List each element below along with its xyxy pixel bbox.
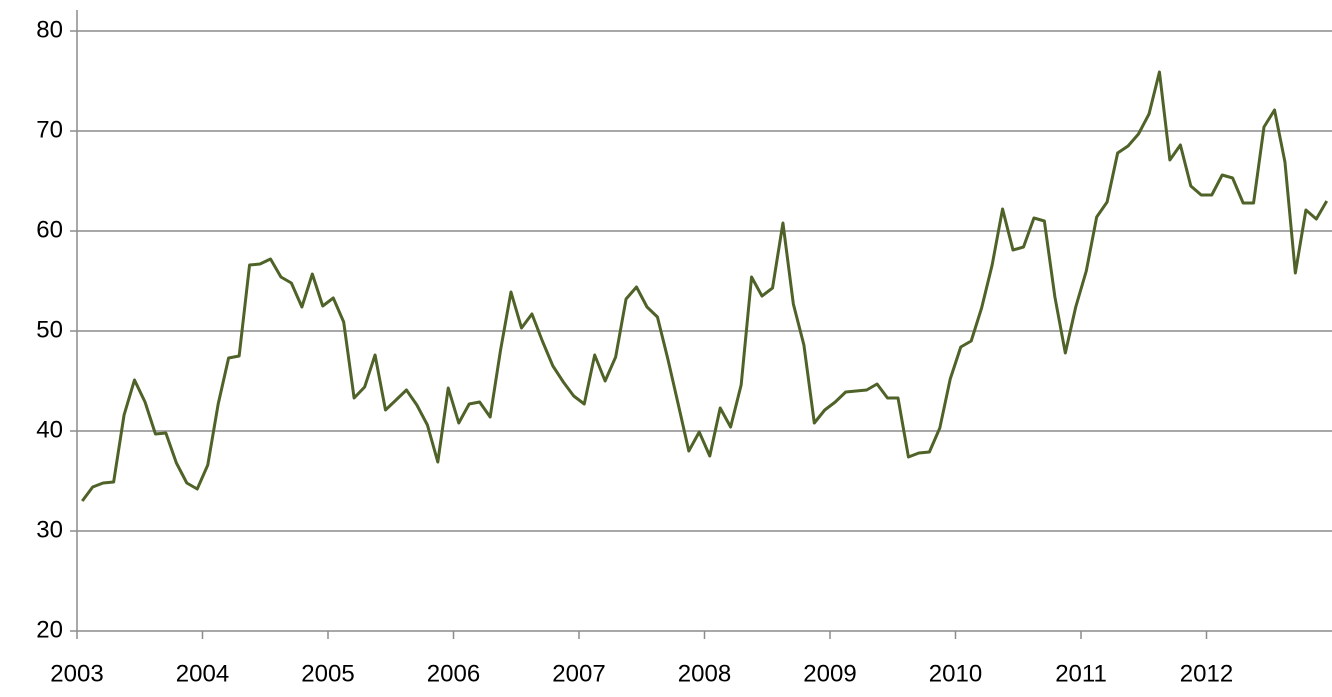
- y-tick-label: 60: [36, 216, 63, 243]
- x-tick-label: 2007: [552, 660, 605, 687]
- y-tick-label: 20: [36, 616, 63, 643]
- x-tick-label: 2010: [929, 660, 982, 687]
- x-tick-label: 2005: [301, 660, 354, 687]
- x-tick-label: 2012: [1180, 660, 1233, 687]
- y-tick-label: 50: [36, 316, 63, 343]
- x-tick-label: 2006: [427, 660, 480, 687]
- x-tick-label: 2003: [50, 660, 103, 687]
- y-tick-label: 40: [36, 416, 63, 443]
- y-tick-label: 30: [36, 516, 63, 543]
- y-tick-label: 70: [36, 116, 63, 143]
- x-tick-label: 2009: [803, 660, 856, 687]
- data-line: [81, 70, 1329, 502]
- y-tick-label: 80: [36, 16, 63, 43]
- x-tick-label: 2011: [1055, 660, 1107, 687]
- x-tick-label: 2008: [678, 660, 731, 687]
- x-tick-label: 2004: [176, 660, 229, 687]
